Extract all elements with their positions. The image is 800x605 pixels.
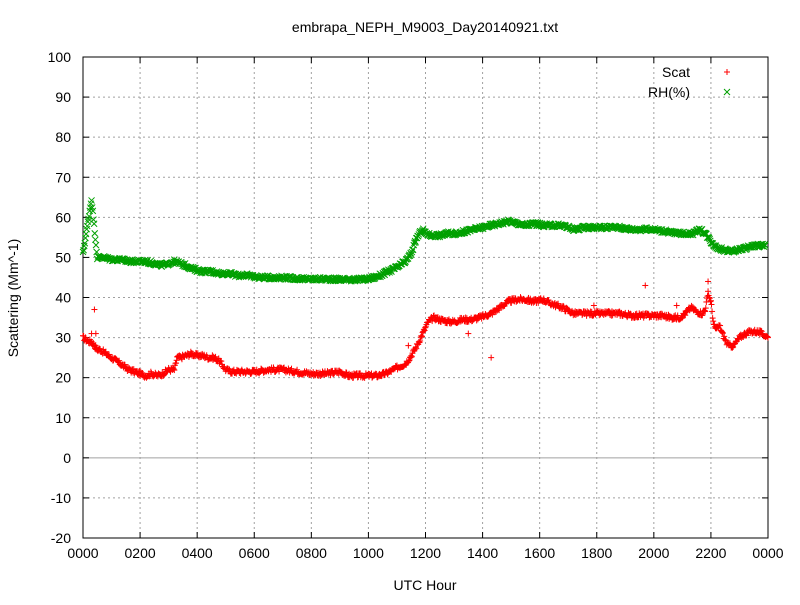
x-tick-label: 2200 bbox=[695, 545, 726, 561]
y-tick-label: 40 bbox=[55, 290, 71, 306]
y-axis-title: Scattering (Mm^-1) bbox=[5, 239, 21, 358]
y-tick-label: 10 bbox=[55, 410, 71, 426]
x-tick-label: 1400 bbox=[467, 545, 498, 561]
x-tick-label: 1800 bbox=[581, 545, 612, 561]
y-tick-label: 0 bbox=[63, 450, 71, 466]
x-tick-label: 0600 bbox=[239, 545, 270, 561]
chart-title: embrapa_NEPH_M9003_Day20140921.txt bbox=[292, 19, 558, 35]
y-tick-label: 100 bbox=[48, 49, 72, 65]
y-tick-label: 20 bbox=[55, 370, 71, 386]
x-tick-label: 0000 bbox=[67, 545, 98, 561]
y-tick-label: -10 bbox=[51, 490, 71, 506]
y-tick-label: 80 bbox=[55, 129, 71, 145]
x-tick-label: 1600 bbox=[524, 545, 555, 561]
x-tick-label: 0200 bbox=[125, 545, 156, 561]
legend-label-scat: Scat bbox=[662, 64, 690, 80]
y-tick-label: 70 bbox=[55, 169, 71, 185]
x-tick-label: 1000 bbox=[353, 545, 384, 561]
y-tick-label: 50 bbox=[55, 249, 71, 265]
x-tick-label: 1200 bbox=[410, 545, 441, 561]
x-tick-label: 0800 bbox=[296, 545, 327, 561]
legend-label-rh: RH(%) bbox=[648, 84, 690, 100]
y-tick-label: 60 bbox=[55, 209, 71, 225]
y-tick-label: 90 bbox=[55, 89, 71, 105]
y-tick-label: -20 bbox=[51, 530, 71, 546]
x-tick-label: 0400 bbox=[182, 545, 213, 561]
x-tick-label: 0000 bbox=[752, 545, 783, 561]
x-axis-title: UTC Hour bbox=[393, 577, 456, 593]
y-tick-label: 30 bbox=[55, 330, 71, 346]
x-tick-label: 2000 bbox=[638, 545, 669, 561]
